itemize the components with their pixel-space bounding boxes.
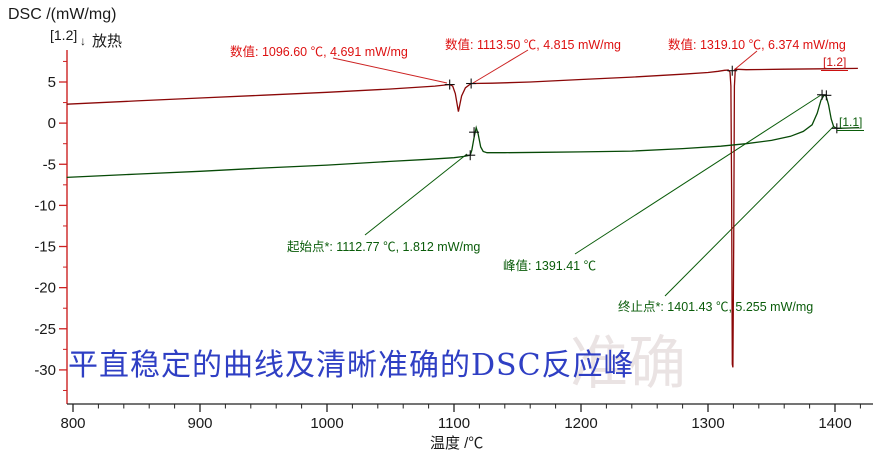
svg-text:-5: -5 [43, 156, 56, 173]
exothermic-label: 放热 [92, 33, 123, 50]
svg-text:5: 5 [48, 74, 56, 91]
annotation-value-1113: 数值: 1113.50 ℃, 4.815 mW/mg [445, 38, 621, 52]
curve-label-1-1: [1.1] [837, 115, 865, 131]
svg-text:-25: -25 [34, 321, 56, 338]
svg-text:-20: -20 [34, 280, 56, 297]
y-axis-title: DSC /(mW/mg) [8, 6, 117, 23]
svg-text:-30: -30 [34, 362, 56, 379]
svg-text:0: 0 [48, 115, 56, 132]
svg-text:1100: 1100 [438, 415, 470, 432]
active-curve-tag: [1.2] [50, 27, 78, 43]
annotation-value-1319: 数值: 1319.10 ℃, 6.374 mW/mg [668, 38, 846, 52]
svg-text:800: 800 [60, 415, 85, 432]
watermark-text: 准确 [570, 329, 687, 397]
caption-text: 平直稳定的曲线及清晰准确的DSC反应峰 [68, 348, 635, 383]
svg-text:-15: -15 [34, 239, 56, 256]
annotation-peak: 峰值: 1391.41 ℃ [503, 259, 597, 273]
svg-text:1400: 1400 [818, 415, 851, 432]
svg-text:1000: 1000 [310, 415, 343, 432]
curve-label-1-2: [1.2] [821, 55, 849, 71]
exothermic-down-arrow-icon: ↓ [80, 34, 86, 48]
annotation-value-1096: 数值: 1096.60 ℃, 4.691 mW/mg [230, 45, 408, 59]
svg-text:1300: 1300 [691, 415, 724, 432]
svg-text:-10: -10 [34, 197, 56, 214]
annotation-onset: 起始点*: 1112.77 ℃, 1.812 mW/mg [287, 240, 481, 254]
x-axis-title: 温度 /℃ [430, 435, 484, 452]
annotation-end: 终止点*: 1401.43 ℃, 5.255 mW/mg [618, 300, 814, 314]
svg-text:900: 900 [187, 415, 212, 432]
svg-text:1200: 1200 [564, 415, 597, 432]
